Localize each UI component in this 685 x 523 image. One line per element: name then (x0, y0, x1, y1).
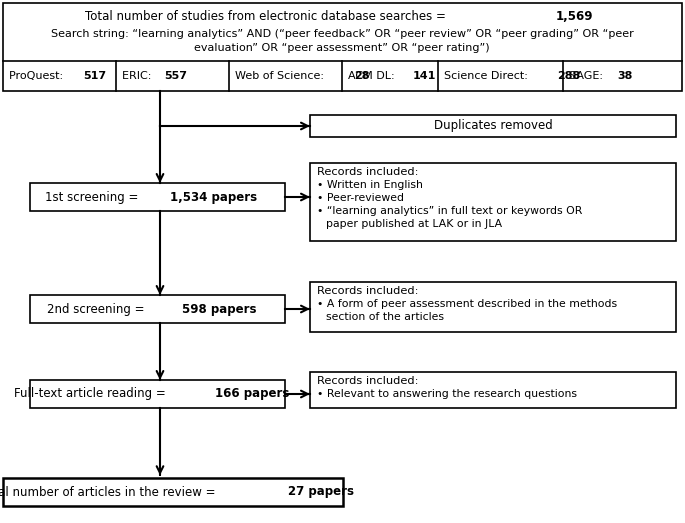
Text: • Peer-reviewed: • Peer-reviewed (317, 193, 404, 203)
Text: 598 papers: 598 papers (182, 302, 257, 315)
Text: Science Direct:: Science Direct: (444, 71, 532, 81)
Text: paper published at LAK or in JLA: paper published at LAK or in JLA (326, 219, 502, 229)
Text: ERIC:: ERIC: (122, 71, 155, 81)
Text: • A form of peer assessment described in the methods: • A form of peer assessment described in… (317, 299, 617, 309)
Text: Web of Science:: Web of Science: (235, 71, 327, 81)
Bar (310, 282, 676, 332)
Text: 1,534 papers: 1,534 papers (170, 190, 257, 203)
Text: • Relevant to answering the research questions: • Relevant to answering the research que… (317, 389, 577, 399)
Text: 141: 141 (412, 71, 436, 81)
Text: section of the articles: section of the articles (326, 312, 444, 322)
Bar (310, 372, 676, 408)
Text: 28: 28 (354, 71, 370, 81)
Text: Total number of studies from electronic database searches = 1,569: Total number of studies from electronic … (143, 10, 541, 24)
Bar (30, 183, 285, 211)
Text: Duplicates removed: Duplicates removed (434, 119, 552, 132)
Text: ProQuest:: ProQuest: (9, 71, 66, 81)
Text: ACM DL:: ACM DL: (348, 71, 398, 81)
Bar (3, 478, 343, 506)
Text: Total number of studies from electronic database searches =: Total number of studies from electronic … (85, 10, 449, 24)
Text: Total number of articles in the review =: Total number of articles in the review = (0, 485, 219, 498)
Text: SAGE:: SAGE: (569, 71, 606, 81)
Text: 517: 517 (84, 71, 106, 81)
Text: Records included:: Records included: (317, 167, 419, 177)
Text: Total number of articles in the review = 27 papers: Total number of articles in the review =… (24, 485, 322, 498)
Text: Records included:: Records included: (317, 286, 419, 296)
Bar (310, 115, 676, 137)
Bar (30, 380, 285, 408)
Text: 2nd screening =  598 papers: 2nd screening = 598 papers (72, 302, 243, 315)
Text: 1st screening = 1,534 papers: 1st screening = 1,534 papers (70, 190, 245, 203)
Text: 1st screening =: 1st screening = (45, 190, 142, 203)
Bar (30, 295, 285, 323)
Text: Search string: “learning analytics” AND (“peer feedback” OR “peer review” OR “pe: Search string: “learning analytics” AND … (51, 29, 634, 39)
Text: 288: 288 (557, 71, 580, 81)
Text: 38: 38 (617, 71, 633, 81)
Text: 1,569: 1,569 (556, 10, 593, 24)
Text: • “learning analytics” in full text or keywords OR: • “learning analytics” in full text or k… (317, 206, 582, 216)
Bar (310, 163, 676, 241)
Text: Records included:: Records included: (317, 376, 419, 386)
Text: 166 papers: 166 papers (214, 388, 289, 401)
Bar (3, 3, 682, 91)
Text: Full-text article reading = 166 papers: Full-text article reading = 166 papers (47, 388, 269, 401)
Text: Full-text article reading =: Full-text article reading = (14, 388, 169, 401)
Text: 557: 557 (164, 71, 188, 81)
Text: 2nd screening =: 2nd screening = (47, 302, 152, 315)
Text: 27 papers: 27 papers (288, 485, 354, 498)
Text: evaluation” OR “peer assessment” OR “peer rating”): evaluation” OR “peer assessment” OR “pee… (194, 43, 490, 53)
Text: • Written in English: • Written in English (317, 180, 423, 190)
